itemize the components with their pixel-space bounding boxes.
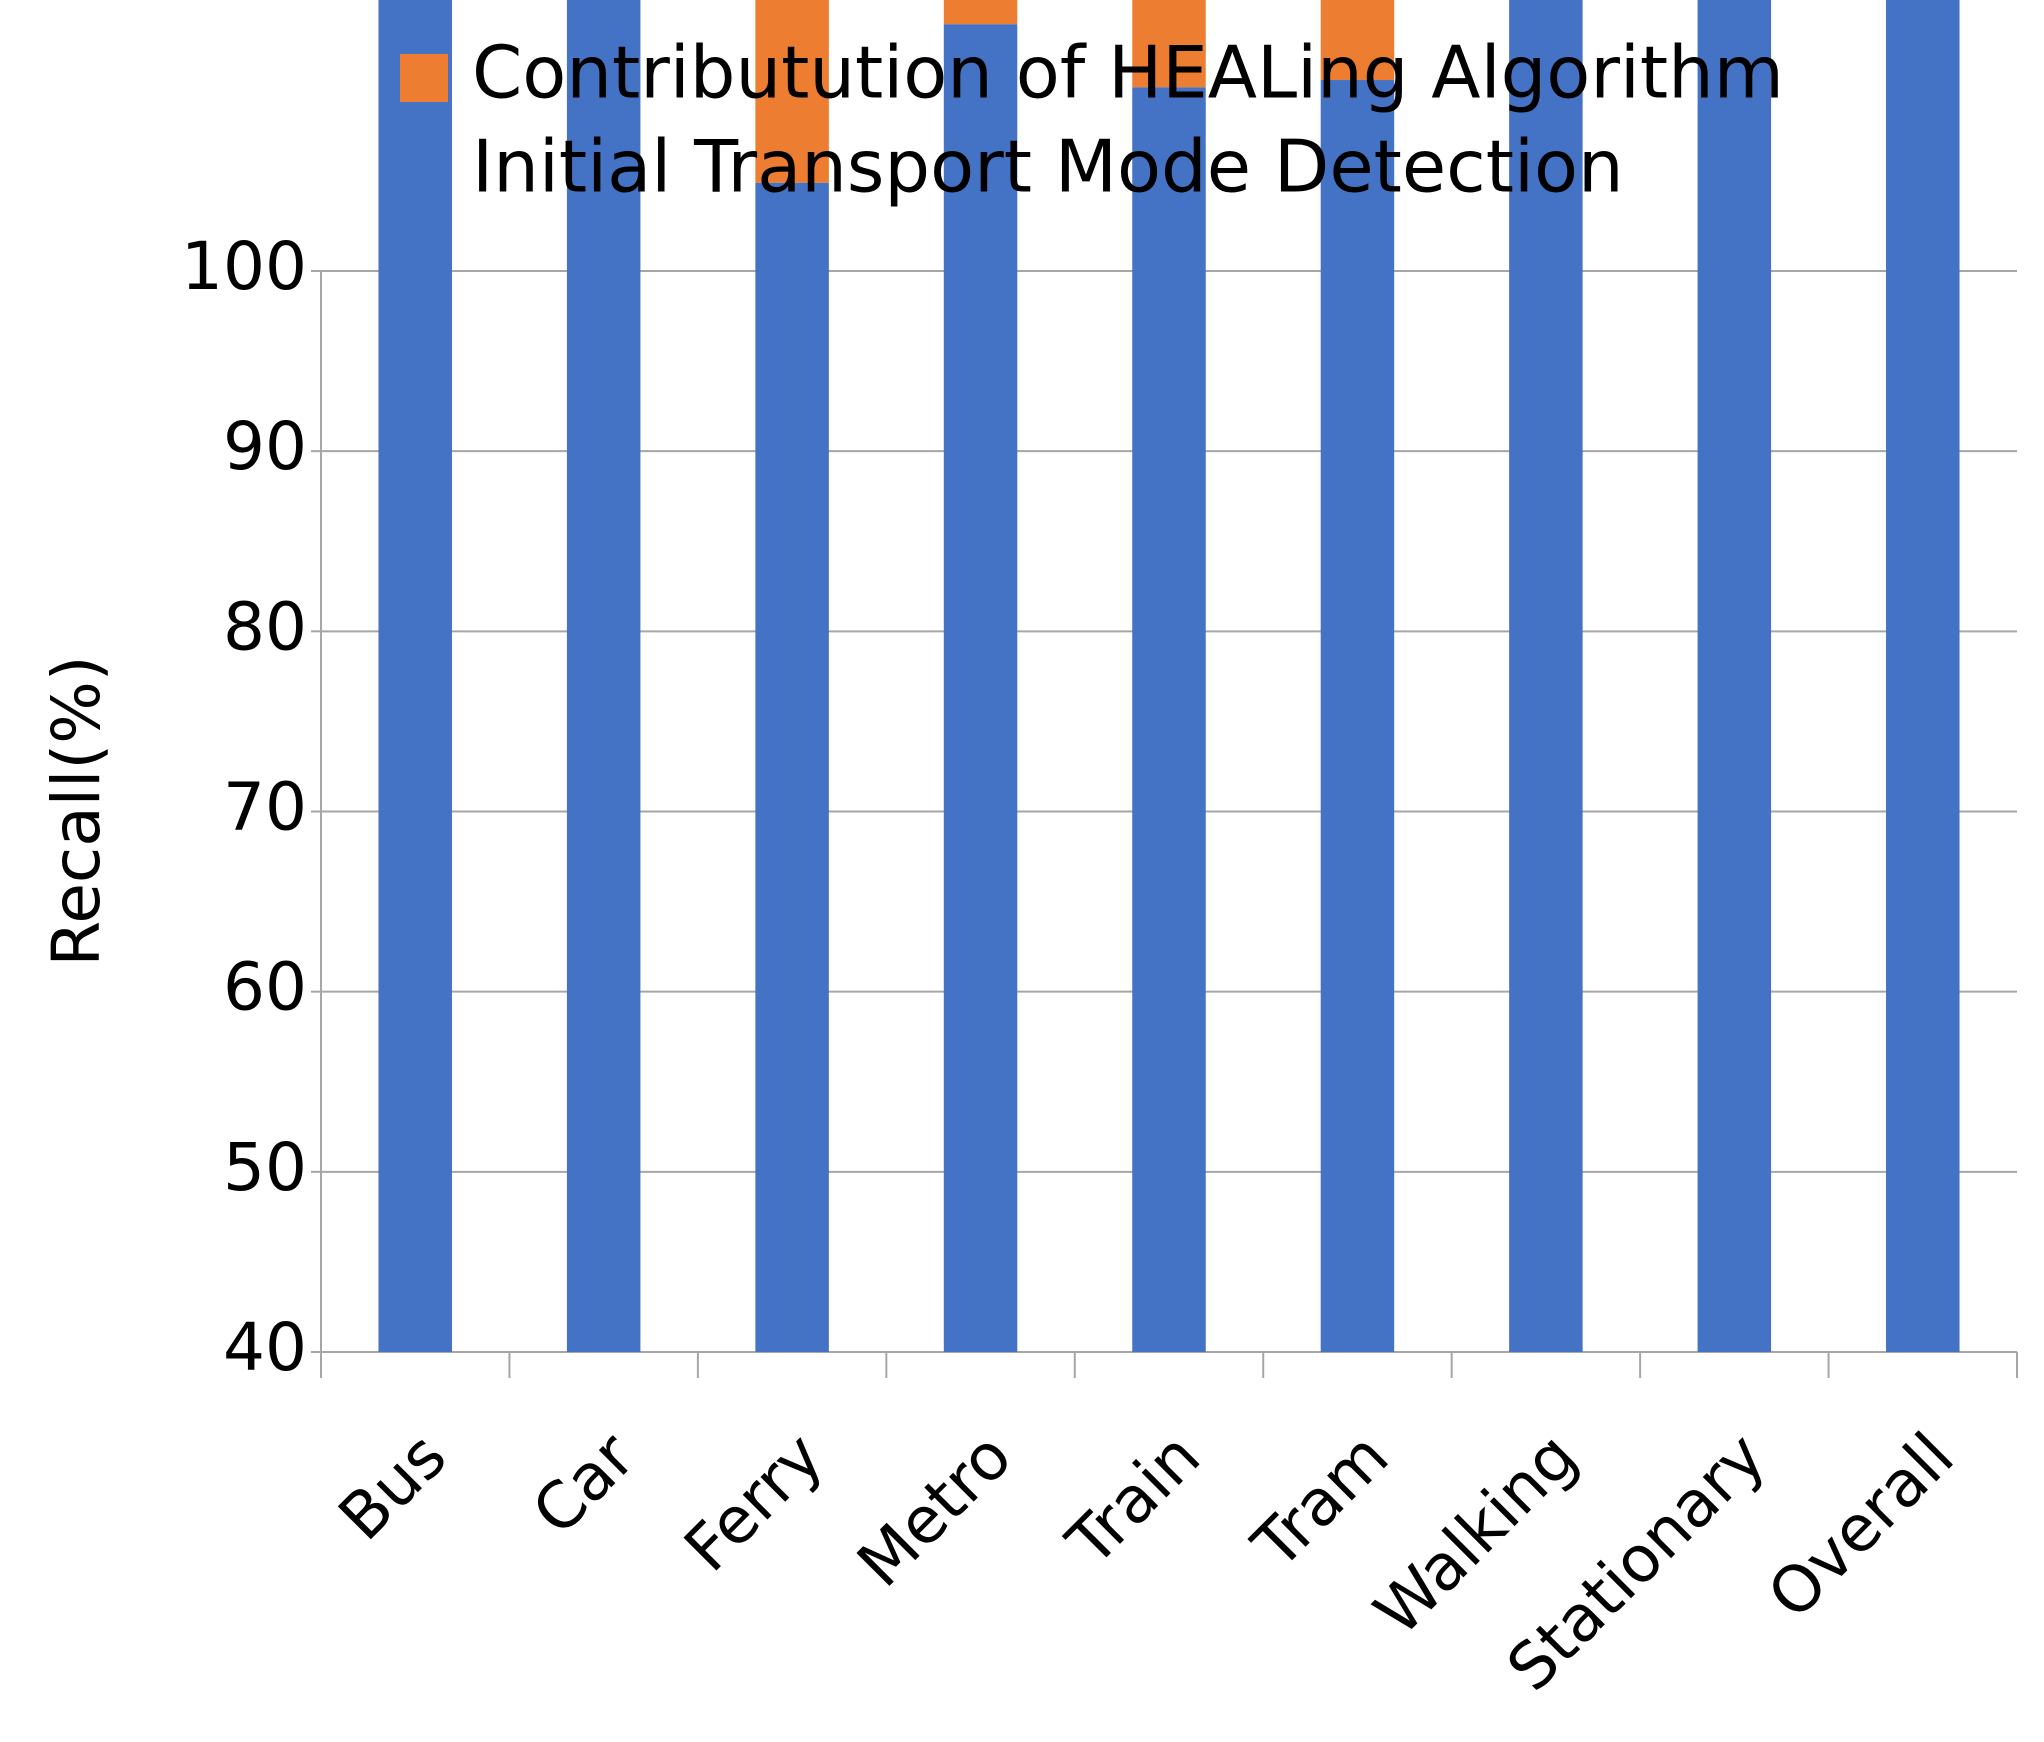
- legend-swatch: [400, 54, 448, 102]
- y-tick-label: 50: [223, 1129, 307, 1206]
- y-tick-label: 90: [223, 408, 307, 485]
- y-axis-label: Recall(%): [38, 655, 115, 966]
- bar-segment: [943, 0, 1018, 25]
- bar-segment: [755, 0, 829, 183]
- bar-segment: [755, 182, 829, 1352]
- x-tick-label: Tram: [1239, 1419, 1403, 1583]
- bar-segment: [1320, 0, 1395, 81]
- bar-segment: [1132, 87, 1206, 1353]
- y-tick-label: 60: [223, 949, 307, 1026]
- x-tick-label: Metro: [844, 1419, 1026, 1601]
- x-tick-label: Car: [519, 1419, 650, 1550]
- y-tick-label: 70: [223, 769, 307, 846]
- x-tick-label: Overall: [1754, 1419, 1968, 1633]
- x-tick-label: Ferry: [671, 1419, 838, 1586]
- x-tick-label: Train: [1053, 1419, 1215, 1581]
- legend-label: Contributution of HEALing Algorithm: [472, 31, 1784, 115]
- y-tick-label: 40: [223, 1309, 307, 1386]
- bar-segment: [943, 24, 1018, 1353]
- legend-label: Initial Transport Mode Detection: [472, 125, 1624, 209]
- bar-segment: [1320, 80, 1395, 1353]
- y-tick-label: 80: [223, 588, 307, 665]
- bar-segment: [1132, 0, 1206, 88]
- bar-segment: [1697, 0, 1772, 1352]
- bar-segment: [1509, 0, 1583, 1352]
- legend-swatch: [400, 148, 448, 196]
- y-tick-label: 100: [181, 228, 307, 305]
- x-tick-label: Bus: [325, 1419, 461, 1555]
- bar-segment: [1886, 0, 1960, 1353]
- bar-segment: [566, 0, 641, 1352]
- bar-segment: [378, 0, 452, 1353]
